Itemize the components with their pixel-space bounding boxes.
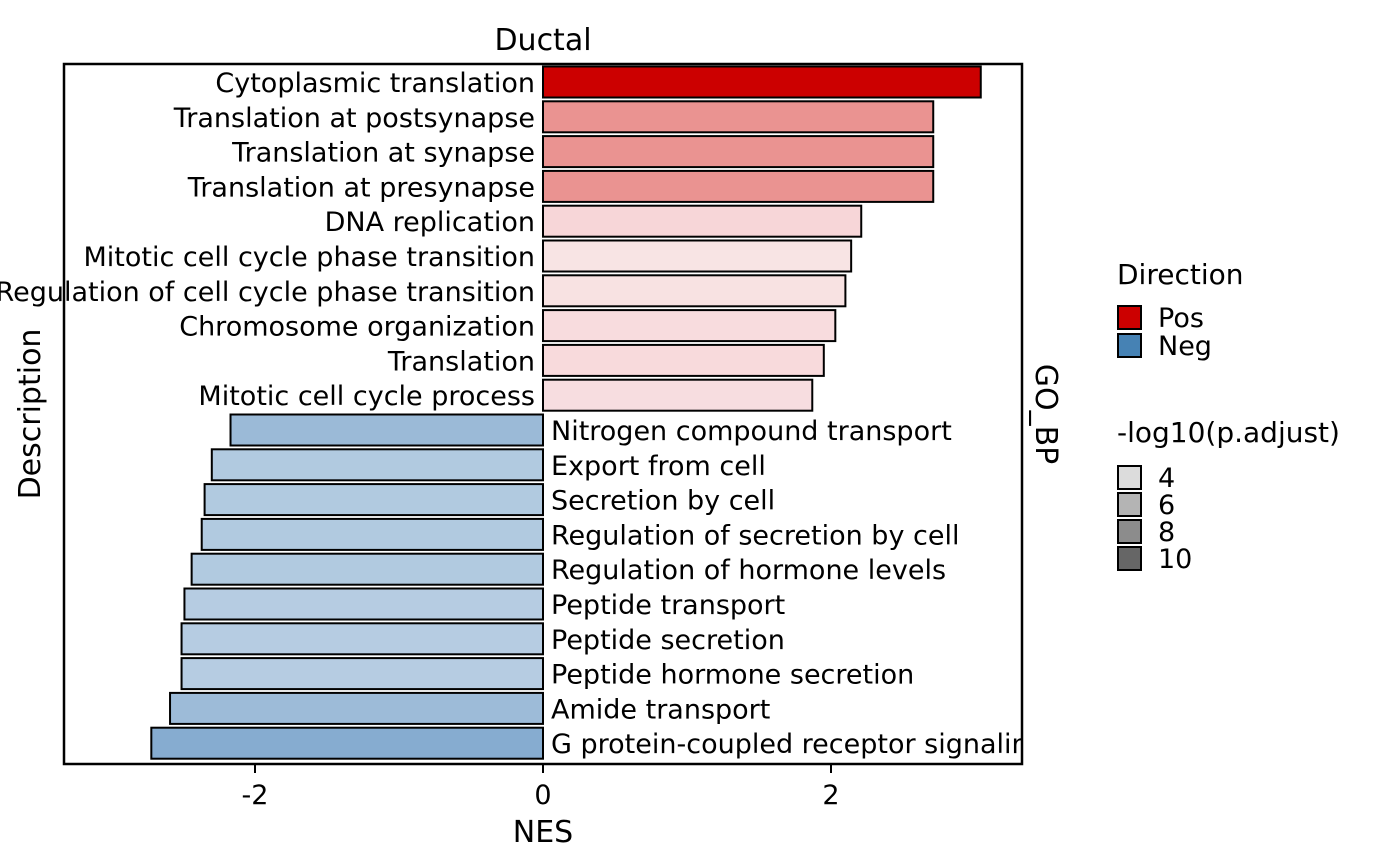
bar [183,587,544,621]
bar [229,413,545,447]
bar-label: Nitrogen compound transport [551,416,952,447]
bar [542,135,935,169]
legend-direction-key [1117,333,1142,358]
bar-label: G protein-coupled receptor signaling pat… [551,729,1170,760]
legend-direction-label: Neg [1158,331,1212,362]
bar [203,483,544,517]
x-tick-label: -2 [242,780,269,811]
bar-label: Chromosome organization [179,312,535,343]
chart-title: Ductal [494,23,591,58]
legend-p-adjust-title: -log10(p.adjust) [1117,416,1340,449]
bar-label: Translation at postsynapse [173,103,535,134]
legend-p-adjust-label: 8 [1158,517,1175,548]
legend-p-adjust-label: 4 [1158,463,1175,494]
bar [169,691,544,725]
bar [542,65,982,99]
bar-labels-group: Nitrogen compound transport Export from c… [551,416,1170,760]
x-axis: -2 0 2 [242,764,840,811]
bar [542,239,853,273]
bar [542,274,847,308]
legend-p-adjust-label: 10 [1158,544,1192,575]
outside-labels-group: Cytoplasmic translation Translation at po… [0,68,535,412]
bar [542,169,935,203]
y-axis-label: Description [13,329,48,500]
x-axis-label: NES [513,815,573,850]
bar-label: Peptide hormone secretion [551,660,914,691]
bar [190,552,544,586]
bar-label: Peptide transport [551,590,785,621]
bar [542,100,935,134]
bar [210,448,545,482]
bar-label: Secretion by cell [551,486,775,517]
bar-label: Cytoplasmic translation [215,68,535,99]
bar-label: Regulation of secretion by cell [551,520,959,551]
legend-direction-key [1117,305,1142,330]
x-tick-label: 2 [822,780,839,811]
legend-p-adjust-key [1117,465,1142,490]
legend-direction-label: Pos [1158,303,1204,334]
bar-label: Translation at presynapse [187,172,535,203]
bar-label: Mitotic cell cycle process [198,381,535,412]
bar [542,378,814,412]
bar [200,517,544,551]
x-tick-label: 0 [534,780,551,811]
facet-strip-label: GO_BP [1028,364,1063,465]
bar-label: Regulation of cell cycle phase transitio… [0,277,535,308]
bar-label: Translation at synapse [231,138,535,169]
bar-label: Translation [387,346,535,377]
bar [180,657,544,691]
bar-label: DNA replication [325,207,535,238]
bar [150,726,544,760]
bar [542,204,863,238]
legend-p-adjust-key [1117,546,1142,571]
bar-label: Amide transport [551,694,770,725]
bar-label: Regulation of hormone levels [551,555,946,586]
legend-direction-title: Direction [1117,258,1244,291]
bar-label: Mitotic cell cycle phase transition [83,242,535,273]
bar-label: Export from cell [551,451,766,482]
legend-p-adjust-key [1117,519,1142,544]
bar [542,343,825,377]
legend-p-adjust-label: 6 [1158,490,1175,521]
legend-p-adjust-key [1117,492,1142,517]
bar [180,622,544,656]
bar-label: Peptide secretion [551,625,785,656]
bars-group [150,65,982,760]
bar [542,309,837,343]
